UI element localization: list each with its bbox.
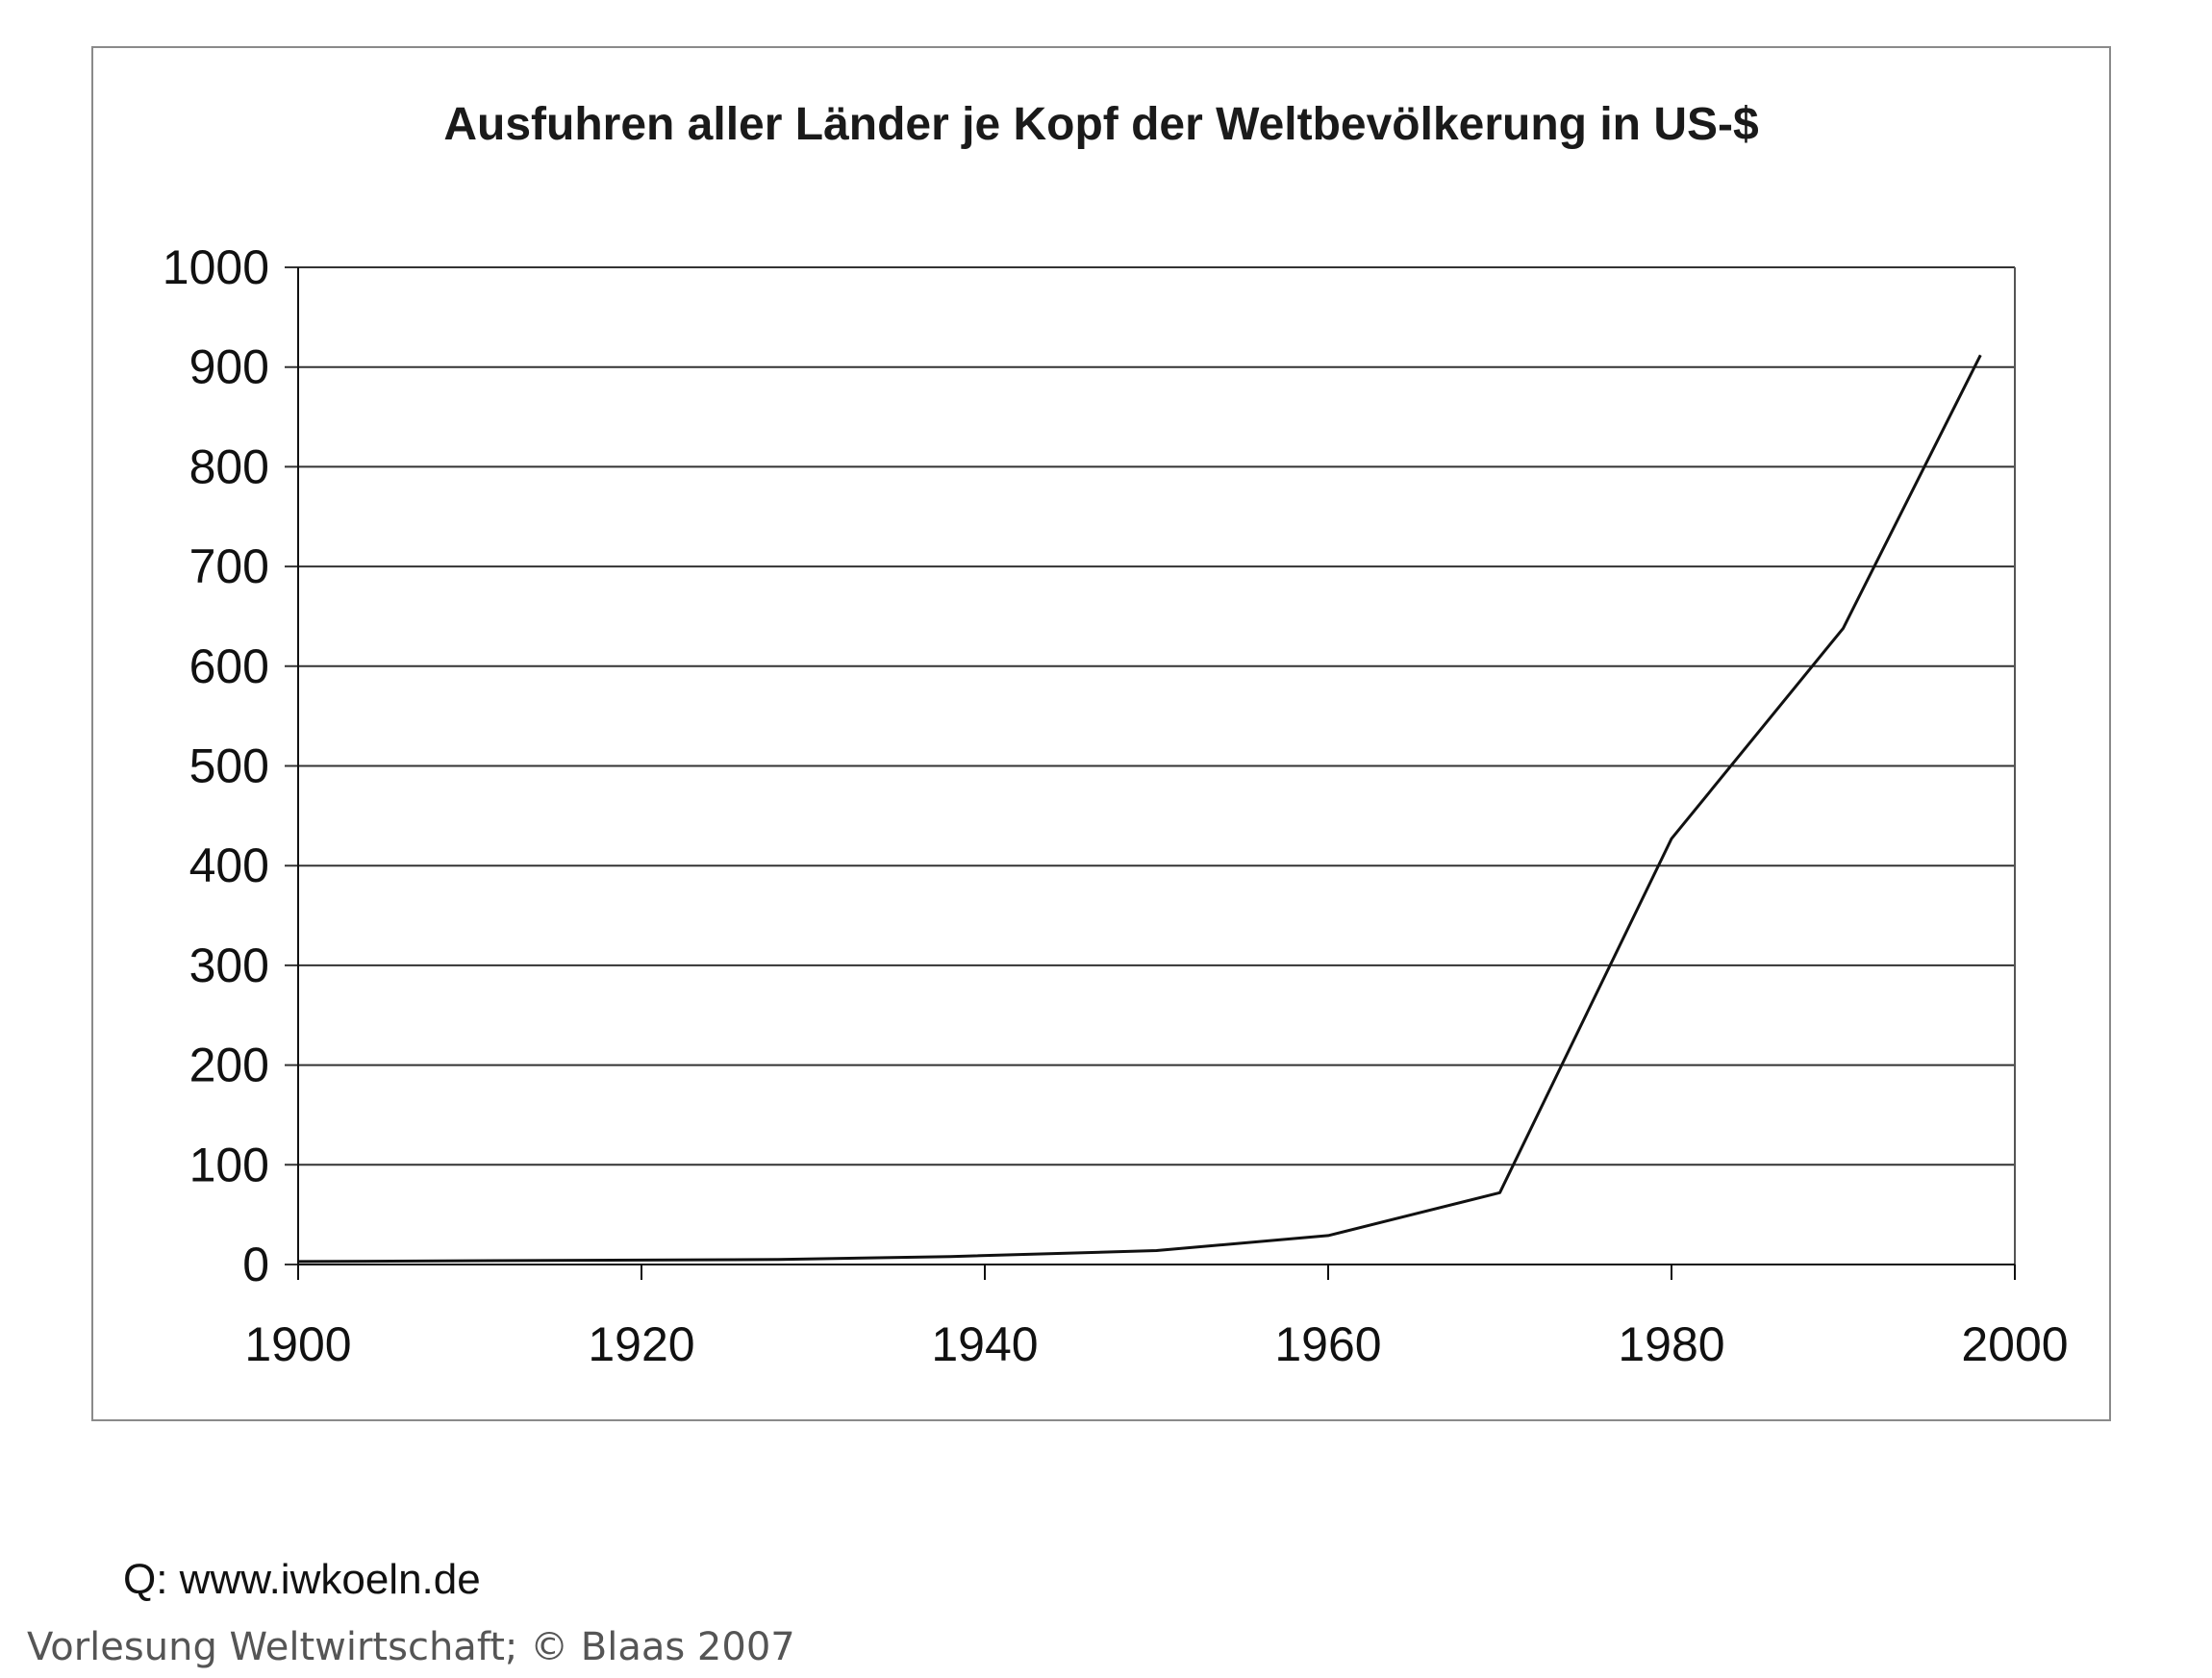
x-tick-label-1960: 1960 (1274, 1317, 1381, 1371)
x-tick-label-1900: 1900 (244, 1317, 351, 1371)
x-tick-label-1920: 1920 (588, 1317, 694, 1371)
y-tick-label-1000: 1000 (163, 240, 269, 294)
x-tick-label-1940: 1940 (931, 1317, 1038, 1371)
lecture-footer: Vorlesung Weltwirtschaft; © Blaas 2007 (27, 1625, 795, 1669)
y-tick-label-600: 600 (189, 639, 269, 693)
source-note: Q: www.iwkoeln.de (123, 1556, 481, 1603)
y-tick-label-500: 500 (189, 739, 269, 793)
y-tick-label-400: 400 (189, 839, 269, 892)
series-line-0 (297, 354, 1982, 1264)
y-tick-label-200: 200 (189, 1039, 269, 1092)
y-tick-label-700: 700 (189, 539, 269, 593)
y-tick-label-800: 800 (189, 439, 269, 493)
x-tick-label-1980: 1980 (1618, 1317, 1724, 1371)
chart-frame: Ausfuhren aller Länder je Kopf der Weltb… (91, 46, 2111, 1421)
y-tick-label-900: 900 (189, 340, 269, 394)
chart-title: Ausfuhren aller Länder je Kopf der Weltb… (443, 99, 1759, 150)
y-tick-label-300: 300 (189, 939, 269, 992)
y-tick-label-100: 100 (189, 1138, 269, 1191)
x-tick-label-2000: 2000 (1961, 1317, 2068, 1371)
y-tick-label-0: 0 (242, 1238, 269, 1291)
